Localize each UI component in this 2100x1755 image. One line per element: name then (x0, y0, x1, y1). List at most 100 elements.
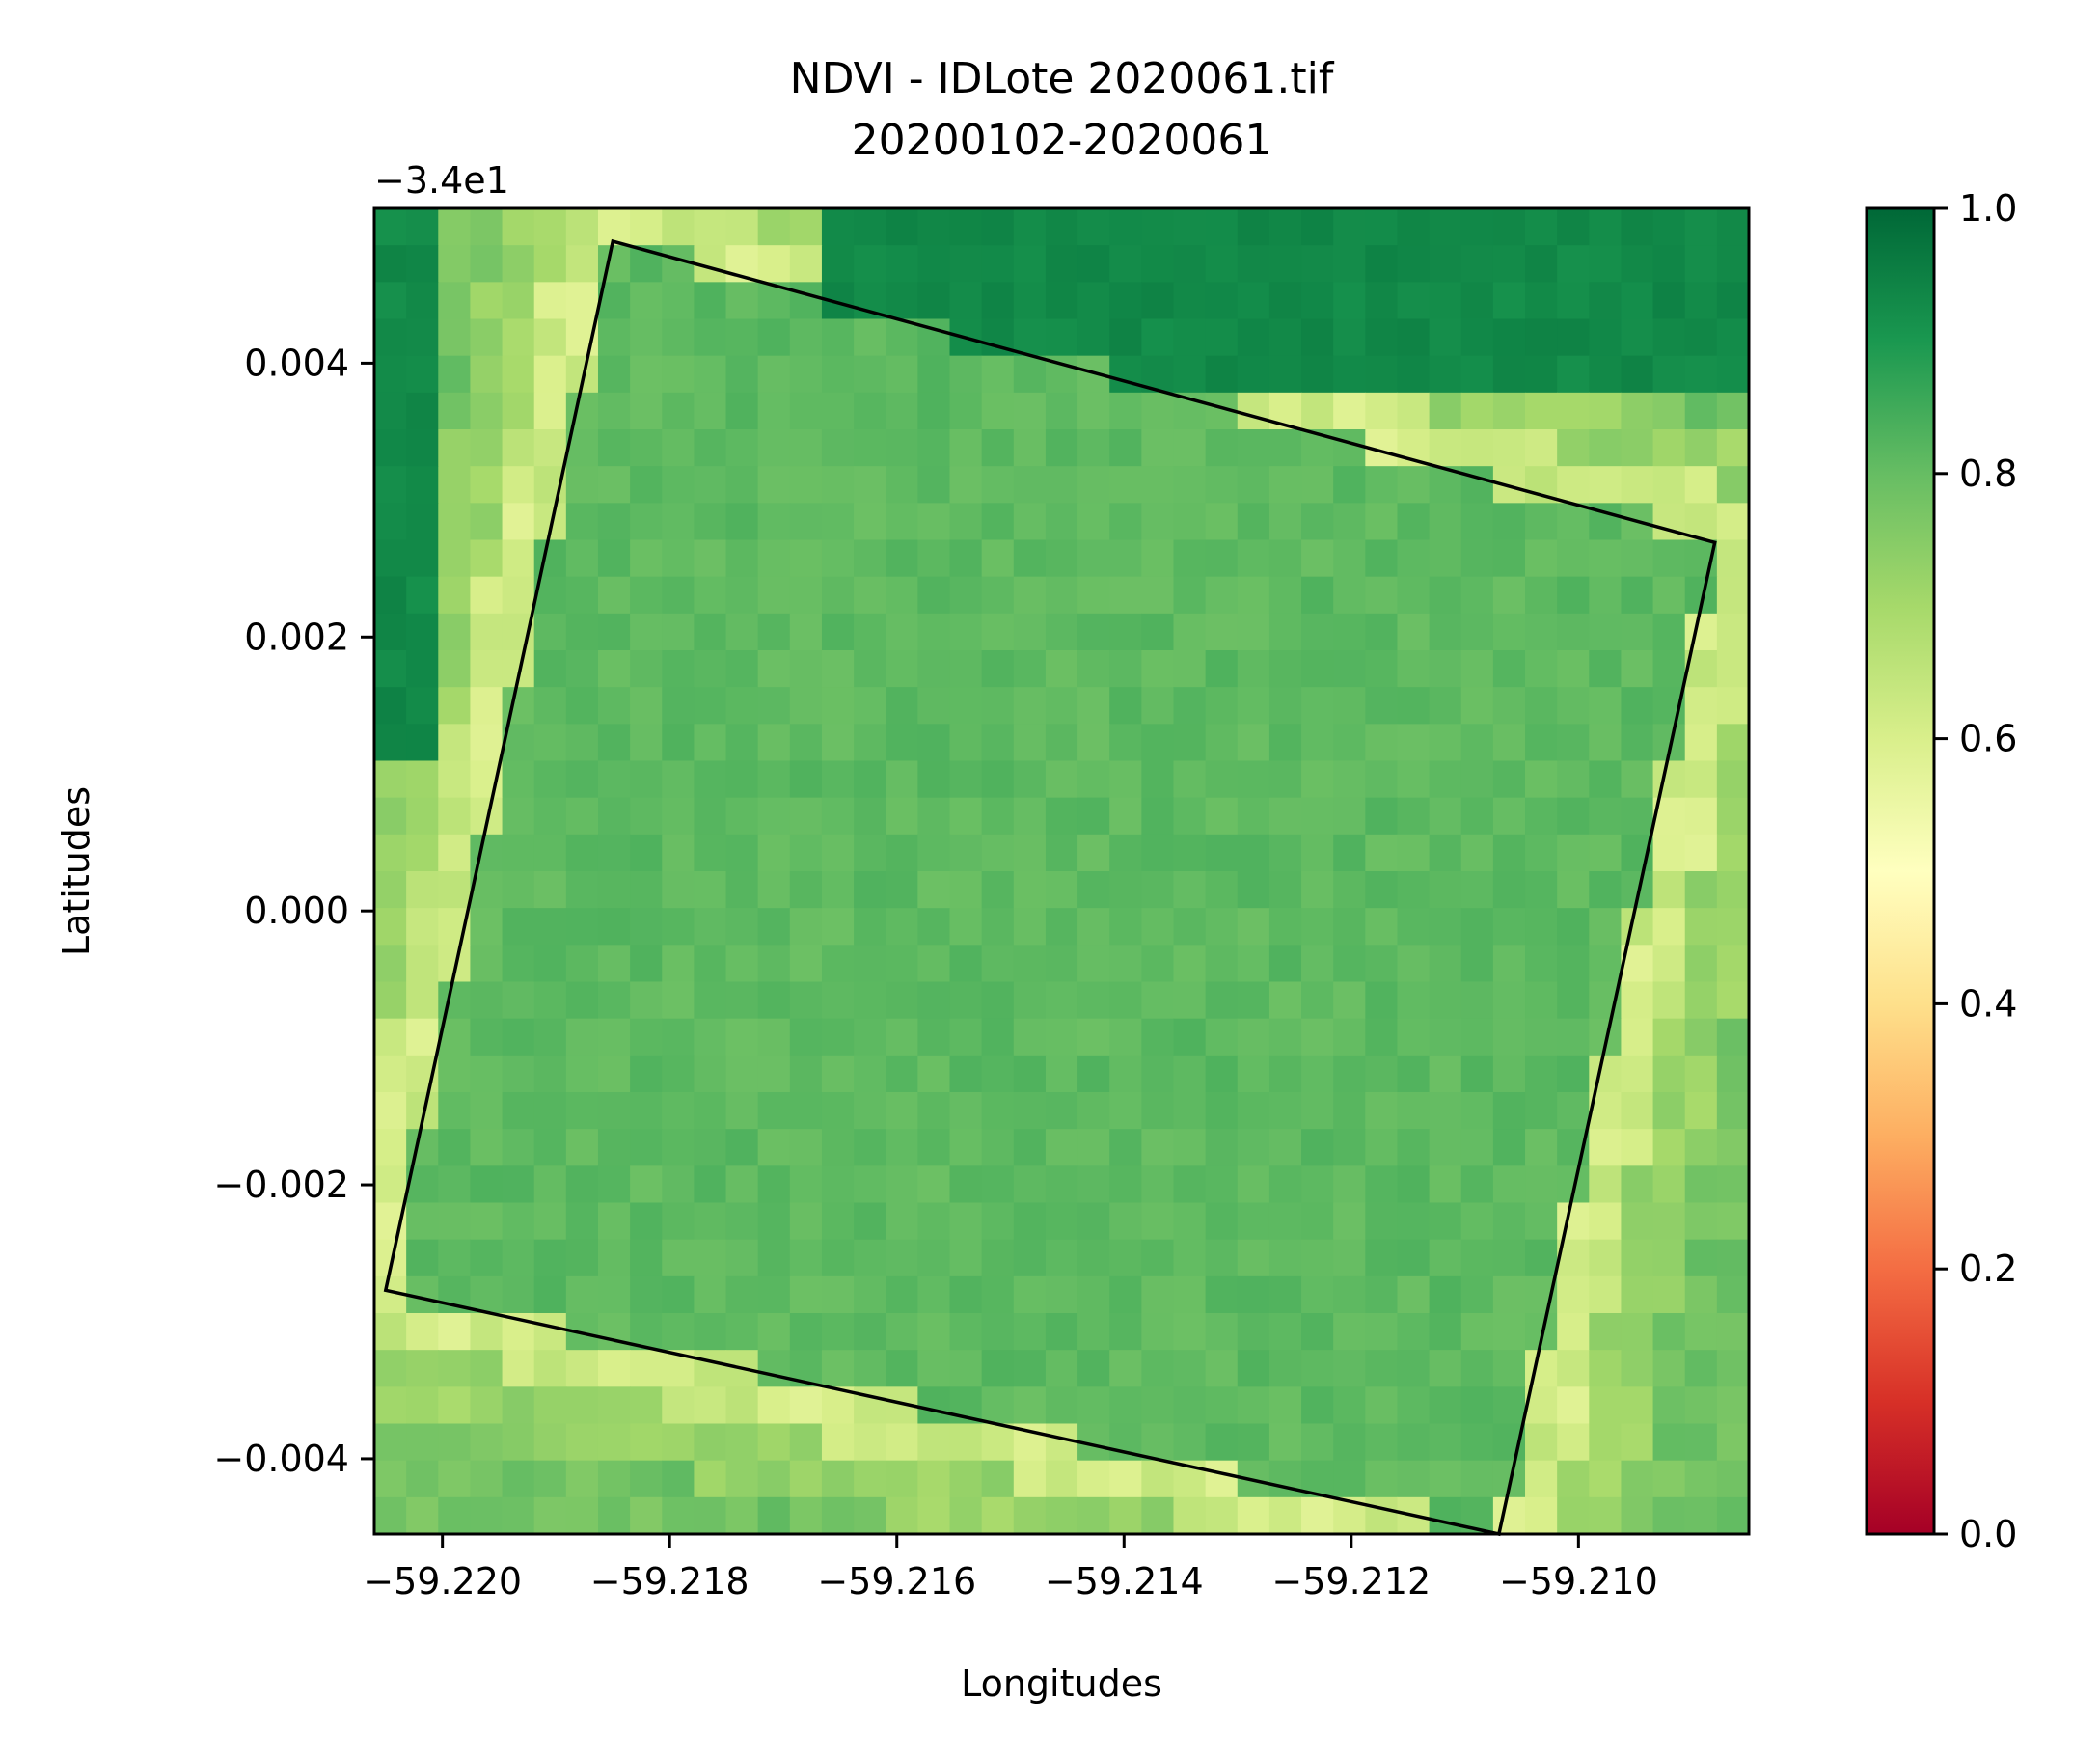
heat-cell (1013, 1129, 1047, 1166)
heat-cell (1652, 318, 1686, 357)
heat-cell (1652, 1129, 1686, 1166)
heat-cell (597, 1275, 631, 1314)
heat-cell (1045, 282, 1078, 320)
heat-cell (597, 834, 631, 872)
heat-cell (1205, 355, 1239, 394)
heat-cell (725, 392, 759, 430)
heat-cell (1141, 576, 1175, 615)
heat-cell (886, 797, 918, 836)
heat-cell (1492, 1092, 1526, 1130)
heat-cell (470, 1018, 504, 1056)
heat-cell (1525, 613, 1558, 651)
heat-cell (1013, 687, 1047, 725)
heat-cell (1301, 1239, 1334, 1277)
heat-cell (1045, 1202, 1078, 1241)
heat-cell (821, 1202, 855, 1241)
heat-cell (1173, 1275, 1207, 1314)
heat-cell (1013, 1313, 1047, 1351)
heat-cell (789, 1202, 823, 1241)
heat-cell (1492, 576, 1526, 615)
heat-cell (1652, 1239, 1686, 1277)
heat-cell (1589, 392, 1623, 430)
heat-cell (694, 613, 727, 651)
heat-cell (981, 503, 1015, 541)
colorbar-scale (1865, 206, 1936, 1536)
heat-cell (1045, 613, 1078, 651)
heat-cell (533, 1018, 567, 1056)
colorbar-tick-label: 1.0 (1959, 187, 2017, 230)
heat-cell (1460, 687, 1494, 725)
heat-cell (374, 1092, 407, 1130)
heat-cell (502, 1239, 535, 1277)
heat-cell (725, 724, 759, 762)
heat-cell (1429, 539, 1462, 578)
heat-cell (662, 318, 695, 357)
heat-cell (1684, 871, 1718, 909)
heat-cell (438, 613, 472, 651)
heat-cell (565, 650, 599, 688)
heat-cell (1109, 466, 1142, 504)
heat-cell (1365, 613, 1399, 651)
heat-cell (533, 1165, 567, 1204)
heat-cell (1333, 318, 1366, 357)
heat-cell (1268, 1313, 1302, 1351)
heat-cell (438, 1092, 472, 1130)
heat-cell (886, 871, 918, 909)
heat-cell (886, 1423, 918, 1462)
heat-cell (757, 687, 791, 725)
heat-cell (821, 1423, 855, 1462)
heat-cell (502, 576, 535, 615)
heat-cell (1237, 1018, 1270, 1056)
heat-cell (981, 576, 1015, 615)
heat-cell (821, 687, 855, 725)
heat-cell (1173, 539, 1207, 578)
y-tick-label: 0.000 (244, 890, 349, 932)
heat-cell (1109, 282, 1142, 320)
heat-cell (374, 318, 407, 357)
heat-cell (1397, 945, 1431, 983)
heat-cell (1109, 1018, 1142, 1056)
heat-cell (438, 1460, 472, 1498)
heat-cell (981, 466, 1015, 504)
heat-cell (502, 1092, 535, 1130)
heat-cell (949, 1423, 983, 1462)
heat-cell (789, 981, 823, 1020)
heat-cell (821, 503, 855, 541)
heat-cell (565, 503, 599, 541)
heat-cell (694, 208, 727, 246)
heat-cell (821, 871, 855, 909)
heat-cell (789, 1386, 823, 1425)
heat-cell (1333, 1313, 1366, 1351)
heat-cell (886, 1496, 918, 1535)
heat-cell (1716, 1460, 1750, 1498)
heat-cell (821, 392, 855, 430)
heat-cell (1460, 1460, 1494, 1498)
heat-cell (1045, 1350, 1078, 1387)
heat-cell (1365, 981, 1399, 1020)
heat-cell (789, 1275, 823, 1314)
heat-cell (565, 797, 599, 836)
heat-cell (886, 687, 918, 725)
heat-cell (917, 503, 951, 541)
heat-cell (630, 1386, 663, 1425)
heat-cell (1557, 429, 1590, 467)
heat-cell (1268, 1129, 1302, 1166)
x-tick-label: −59.214 (1045, 1560, 1204, 1603)
heat-cell (1589, 613, 1623, 651)
heat-cell (789, 245, 823, 283)
heat-cell (1397, 1092, 1431, 1130)
heat-cell (470, 687, 504, 725)
heat-cell (1237, 539, 1270, 578)
heat-cell (1557, 613, 1590, 651)
heat-cell (1621, 760, 1654, 799)
heat-cell (1716, 1165, 1750, 1204)
heat-cell (1365, 1275, 1399, 1314)
heat-cell (1077, 1239, 1110, 1277)
heat-cell (1716, 1239, 1750, 1277)
heat-cell (1013, 871, 1047, 909)
heat-cell (1109, 1092, 1142, 1130)
heat-cell (438, 1239, 472, 1277)
heat-cell (917, 539, 951, 578)
heat-cell (1492, 945, 1526, 983)
heat-cell (1557, 760, 1590, 799)
